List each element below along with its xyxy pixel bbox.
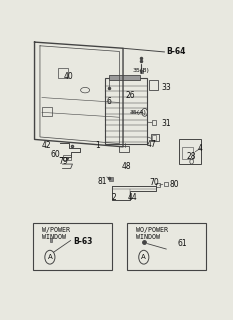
Text: 6: 6 bbox=[106, 97, 111, 106]
Text: 81: 81 bbox=[97, 177, 107, 186]
Text: 35(B): 35(B) bbox=[133, 68, 150, 73]
Text: 44: 44 bbox=[127, 193, 137, 202]
Bar bbox=[164, 182, 168, 186]
Bar bbox=[151, 133, 159, 141]
Text: 79: 79 bbox=[58, 157, 68, 166]
Text: 40: 40 bbox=[64, 72, 74, 81]
Text: 4: 4 bbox=[198, 144, 202, 153]
Text: WO/POWER: WO/POWER bbox=[136, 227, 168, 233]
Bar bbox=[179, 140, 201, 164]
Text: B-64: B-64 bbox=[166, 47, 186, 56]
Bar bbox=[110, 177, 113, 181]
Text: 1: 1 bbox=[95, 141, 100, 150]
Bar bbox=[33, 223, 112, 270]
Text: 2: 2 bbox=[112, 193, 116, 202]
Bar bbox=[105, 78, 147, 144]
Bar bbox=[58, 68, 68, 78]
Text: 35(A): 35(A) bbox=[129, 110, 146, 115]
Text: B-63: B-63 bbox=[73, 237, 93, 246]
Bar bbox=[119, 146, 129, 152]
Text: 28: 28 bbox=[187, 152, 196, 161]
Bar bbox=[152, 120, 156, 124]
Text: A: A bbox=[48, 254, 52, 260]
Text: 31: 31 bbox=[161, 119, 171, 128]
Bar bbox=[109, 75, 140, 80]
Text: 48: 48 bbox=[122, 162, 131, 171]
Text: 60: 60 bbox=[51, 150, 61, 159]
Text: WINDOW: WINDOW bbox=[136, 234, 160, 240]
Text: WINDOW: WINDOW bbox=[42, 234, 66, 240]
Bar bbox=[152, 135, 156, 140]
Text: A: A bbox=[141, 254, 146, 260]
Text: 33: 33 bbox=[161, 83, 171, 92]
Text: 26: 26 bbox=[125, 91, 135, 100]
Bar bbox=[50, 238, 52, 242]
Text: 61: 61 bbox=[177, 239, 187, 248]
Text: 42: 42 bbox=[42, 141, 51, 150]
Text: W/POWER: W/POWER bbox=[42, 227, 70, 233]
Bar bbox=[140, 70, 143, 73]
Bar bbox=[156, 183, 160, 188]
Bar bbox=[42, 107, 52, 116]
Bar bbox=[149, 80, 158, 90]
Text: 47: 47 bbox=[147, 140, 157, 149]
Bar bbox=[62, 156, 71, 160]
Text: 80: 80 bbox=[170, 180, 180, 189]
Bar bbox=[182, 147, 193, 159]
Text: 70: 70 bbox=[149, 178, 159, 187]
Bar bbox=[127, 223, 206, 270]
